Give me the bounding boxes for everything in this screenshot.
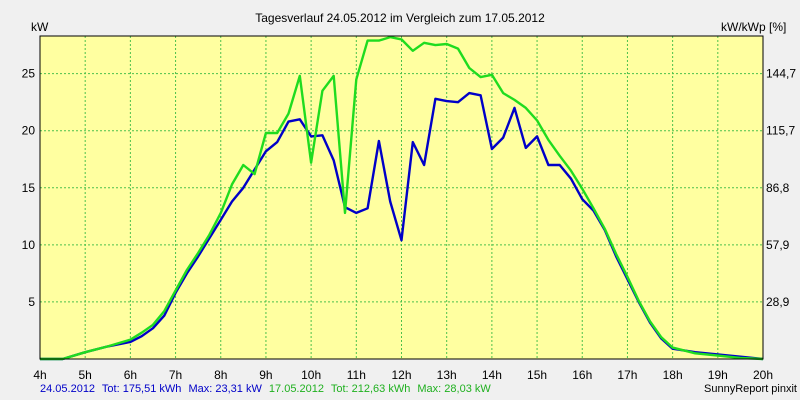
x-tick-label: 16h	[572, 368, 592, 382]
x-tick-label: 19h	[708, 368, 728, 382]
x-tick-label: 9h	[259, 368, 272, 382]
x-tick-label: 7h	[169, 368, 182, 382]
y-left-tick-label: 25	[22, 67, 36, 81]
x-axis-ticks: 4h 5h 6h 7h 8h 9h 10h 11h 12h 13h 14h 15h 16h 17h 18h 1…	[33, 368, 773, 382]
y-left-tick-label: 20	[22, 124, 36, 138]
x-tick-label: 18h	[663, 368, 683, 382]
credit-label: SunnyReport pinxit	[704, 383, 797, 395]
chart-title: Tagesverlauf 24.05.2012 im Vergleich zum…	[255, 11, 545, 25]
right-axis-ticks: 28,9 57,9 86,8 115,7 144,7	[766, 67, 796, 309]
x-tick-label: 11h	[347, 368, 366, 382]
x-tick-label: 12h	[391, 368, 411, 382]
x-tick-label: 8h	[214, 368, 227, 382]
x-tick-label: 10h	[301, 368, 321, 382]
legend-series-2-total: Tot: 212,63 kWh	[331, 383, 411, 395]
x-tick-label: 17h	[617, 368, 637, 382]
y-right-tick-label: 115,7	[766, 124, 795, 138]
footer-summary: 24.05.2012 Tot: 175,51 kWh Max: 23,31 kW…	[40, 383, 491, 395]
legend-series-1-max: Max: 23,31 kW	[188, 383, 262, 395]
series-layer	[40, 35, 764, 361]
legend-series-1-date: 24.05.2012	[40, 383, 95, 395]
x-tick-label: 14h	[482, 368, 502, 382]
x-tick-label: 4h	[33, 368, 46, 382]
x-tick-label: 20h	[753, 368, 773, 382]
plot-border	[39, 35, 764, 360]
y-right-tick-label: 57,9	[766, 238, 790, 252]
x-tick-label: 5h	[79, 368, 92, 382]
y-right-tick-label: 28,9	[766, 295, 790, 309]
series-line-2	[40, 35, 764, 361]
gridlines	[40, 36, 763, 359]
y-left-tick-label: 5	[28, 295, 35, 309]
legend-series-2-date: 17.05.2012	[269, 383, 324, 395]
x-tick-label: 13h	[437, 368, 457, 382]
left-axis-unit-label: kW	[31, 20, 49, 34]
y-left-tick-label: 10	[22, 238, 36, 252]
legend-series-1-total: Tot: 175,51 kWh	[102, 383, 182, 395]
x-tick-label: 6h	[124, 368, 137, 382]
left-axis-ticks: 5 10 15 20 25	[22, 67, 36, 309]
y-right-tick-label: 86,8	[766, 181, 790, 195]
right-axis-unit-label: kW/kWp [%]	[721, 20, 786, 34]
y-right-tick-label: 144,7	[766, 67, 796, 81]
x-tick-label: 15h	[527, 368, 547, 382]
y-left-tick-label: 15	[22, 181, 36, 195]
legend-series-2-max: Max: 28,03 kW	[417, 383, 491, 395]
